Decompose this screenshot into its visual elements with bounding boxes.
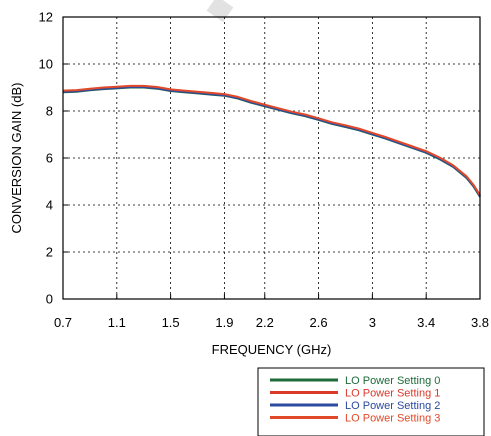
x-tick-label: 2.6 [310, 315, 328, 330]
x-axis-label: FREQUENCY (GHz) [212, 342, 332, 357]
grid [63, 17, 480, 299]
y-tick-label: 10 [39, 57, 53, 72]
series-lines [62, 84, 481, 198]
x-tick-label: 1.1 [108, 315, 126, 330]
series-line-2 [62, 86, 481, 197]
y-tick-label: 6 [46, 151, 53, 166]
y-tick-label: 2 [46, 245, 53, 260]
x-tick-label: 3.8 [471, 315, 489, 330]
y-tick-label: 8 [46, 104, 53, 119]
x-tick-label: 1.9 [215, 315, 233, 330]
y-axis-label: CONVERSION GAIN (dB) [9, 83, 24, 234]
y-tick-label: 12 [39, 10, 53, 25]
x-tick-label: 0.7 [54, 315, 72, 330]
y-tick-label: 0 [46, 292, 53, 307]
legend-label: LO Power Setting 1 [345, 388, 440, 400]
x-tick-label: 2.2 [256, 315, 274, 330]
series-line-3 [62, 84, 481, 196]
watermark-mark [206, 0, 234, 23]
legend-label: LO Power Setting 0 [345, 375, 440, 387]
plot-frame [62, 16, 481, 300]
series-line-1 [62, 85, 481, 197]
x-tick-label: 3 [369, 315, 376, 330]
y-ticks: 0 2 4 6 8 10 12 [39, 10, 68, 307]
legend-label: LO Power Setting 2 [345, 400, 440, 412]
y-tick-label: 4 [46, 198, 53, 213]
series-line-0 [62, 86, 481, 198]
legend: LO Power Setting 0LO Power Setting 1LO P… [257, 367, 485, 436]
x-ticks: 0.7 1.1 1.5 1.9 2.2 2.6 3 3.4 3.8 [54, 294, 489, 330]
x-tick-label: 1.5 [162, 315, 180, 330]
x-tick-label: 3.4 [417, 315, 435, 330]
legend-label: LO Power Setting 3 [345, 413, 440, 425]
